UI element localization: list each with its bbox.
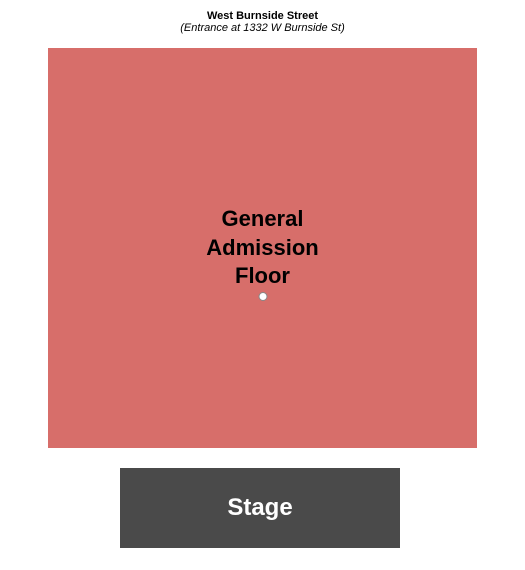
floor-label-line1: General [222, 206, 304, 231]
top-street-label: West Burnside Street (Entrance at 1332 W… [0, 10, 525, 34]
floor-label-line3: Floor [235, 263, 290, 288]
entrance-note: (Entrance at 1332 W Burnside St) [0, 22, 525, 34]
floor-label: General Admission Floor [206, 205, 318, 291]
floor-marker-icon [258, 292, 267, 301]
floor-label-line2: Admission [206, 235, 318, 260]
general-admission-floor[interactable]: General Admission Floor [48, 48, 477, 448]
seating-map: West Burnside Street (Entrance at 1332 W… [0, 0, 525, 570]
stage-area: Stage [120, 468, 400, 548]
top-street-name: West Burnside Street [0, 10, 525, 22]
stage-label: Stage [227, 494, 292, 522]
